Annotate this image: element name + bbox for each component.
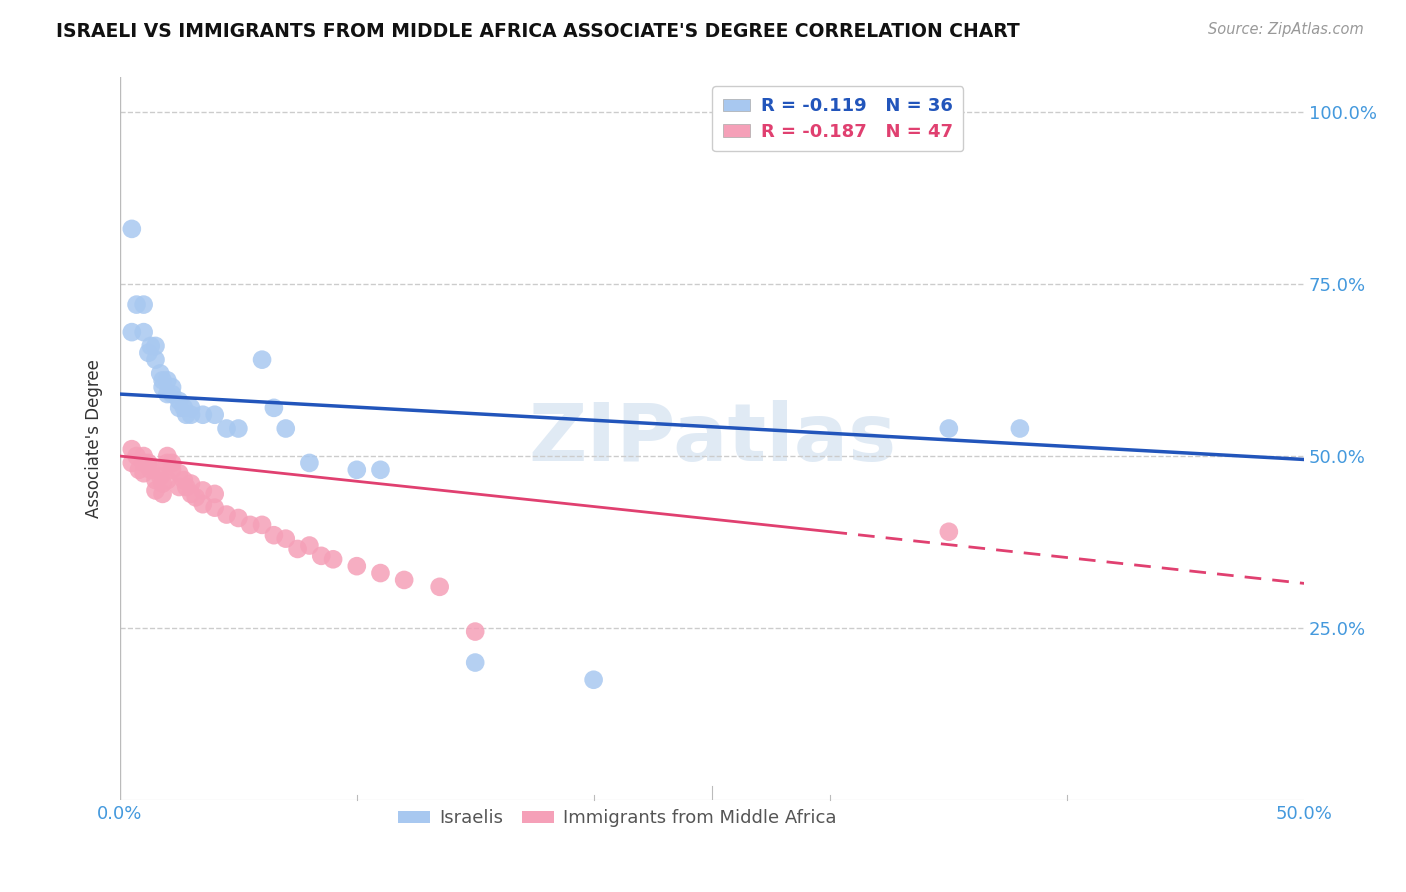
Text: Source: ZipAtlas.com: Source: ZipAtlas.com (1208, 22, 1364, 37)
Point (204, 408, 226, 422)
Point (125, 449, 148, 463)
Point (191, 483, 214, 498)
Point (156, 373, 179, 387)
Point (250, 352, 273, 367)
Point (228, 421, 250, 435)
Point (204, 500, 226, 515)
Point (152, 487, 174, 501)
Point (167, 394, 190, 409)
Point (149, 367, 172, 381)
Point (392, 573, 415, 587)
Point (121, 222, 143, 236)
Point (160, 463, 183, 477)
Point (125, 297, 148, 311)
Point (145, 473, 167, 487)
Point (145, 483, 167, 498)
Point (215, 421, 238, 435)
Point (228, 511, 250, 525)
Point (429, 580, 451, 594)
Text: ZIPatlas: ZIPatlas (527, 400, 896, 478)
Point (180, 401, 202, 415)
Point (263, 401, 285, 415)
Point (274, 421, 297, 435)
Point (145, 463, 167, 477)
Point (287, 541, 309, 556)
Point (184, 491, 207, 505)
Point (156, 449, 179, 463)
Point (152, 380, 174, 394)
Y-axis label: Associate's Degree: Associate's Degree (86, 359, 103, 518)
Point (167, 401, 190, 415)
Point (132, 449, 155, 463)
Point (167, 467, 190, 481)
Legend: Israelis, Immigrants from Middle Africa: Israelis, Immigrants from Middle Africa (391, 802, 844, 835)
Point (138, 345, 160, 359)
Point (156, 473, 179, 487)
Point (370, 463, 392, 477)
Point (938, 421, 960, 435)
Point (132, 297, 155, 311)
Point (204, 487, 226, 501)
Point (215, 508, 238, 522)
Point (145, 339, 167, 353)
Point (138, 456, 160, 470)
Point (149, 469, 172, 483)
Point (152, 476, 174, 491)
Point (464, 656, 486, 670)
Point (370, 566, 392, 580)
Point (180, 408, 202, 422)
Point (180, 476, 202, 491)
Point (156, 387, 179, 401)
Point (160, 380, 183, 394)
Point (152, 373, 174, 387)
Point (156, 456, 179, 470)
Point (121, 456, 143, 470)
Point (174, 408, 197, 422)
Point (180, 487, 202, 501)
Point (139, 339, 162, 353)
Point (174, 480, 197, 494)
Point (132, 467, 155, 481)
Point (132, 456, 155, 470)
Point (464, 624, 486, 639)
Point (132, 325, 155, 339)
Point (167, 480, 190, 494)
Point (298, 456, 321, 470)
Point (250, 517, 273, 532)
Point (346, 463, 368, 477)
Point (121, 325, 143, 339)
Point (139, 463, 162, 477)
Point (938, 524, 960, 539)
Text: ISRAELI VS IMMIGRANTS FROM MIDDLE AFRICA ASSOCIATE'S DEGREE CORRELATION CHART: ISRAELI VS IMMIGRANTS FROM MIDDLE AFRICA… (56, 22, 1019, 41)
Point (191, 408, 214, 422)
Point (346, 559, 368, 574)
Point (191, 497, 214, 511)
Point (160, 456, 183, 470)
Point (128, 463, 150, 477)
Point (145, 352, 167, 367)
Point (582, 673, 605, 687)
Point (298, 539, 321, 553)
Point (173, 401, 195, 415)
Point (239, 517, 262, 532)
Point (322, 552, 344, 566)
Point (121, 442, 143, 457)
Point (263, 528, 285, 542)
Point (1008, 421, 1031, 435)
Point (160, 387, 183, 401)
Point (274, 532, 297, 546)
Point (309, 549, 332, 563)
Point (173, 473, 195, 487)
